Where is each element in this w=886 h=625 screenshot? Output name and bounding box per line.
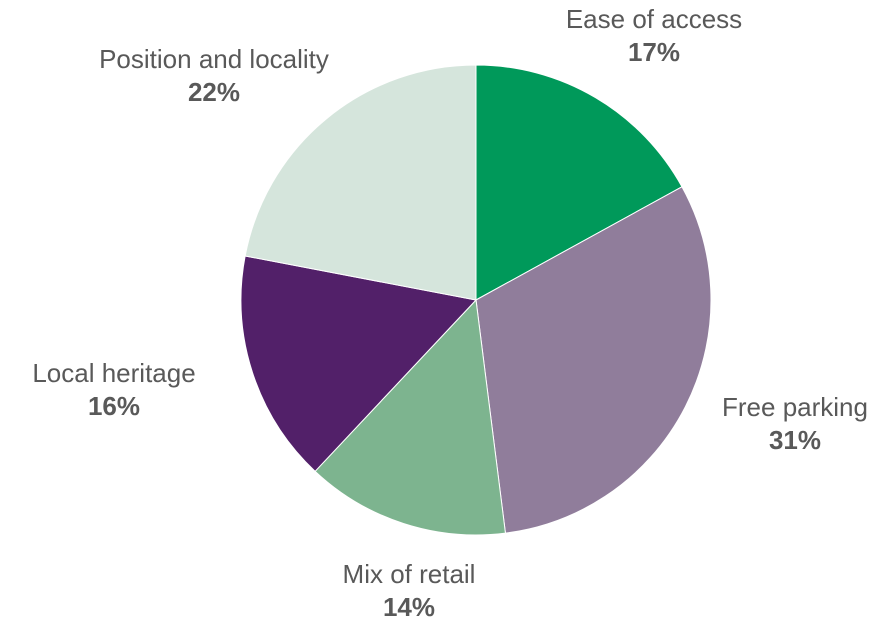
slice-label-free-parking: Free parking 31% [722,391,868,456]
slice-name: Mix of retail [342,559,476,589]
pie-slice-mix-of-retail [314,298,507,536]
pie-slice-ease-of-access [475,64,683,301]
pie-slice-position-and-locality [244,64,477,301]
slice-label-mix-of-retail: Mix of retail 14% [343,558,476,623]
slice-name: Position and locality [99,44,329,74]
slice-label-position-and-locality: Position and locality 22% [99,43,329,108]
pie-slice-local-heritage [240,255,477,473]
slice-percent: 16% [87,390,141,421]
slice-percent: 22% [187,76,241,107]
slice-name: Ease of access [565,4,743,34]
slice-percent: 14% [382,591,436,622]
slice-percent: 17% [627,36,681,67]
slice-label-local-heritage: Local heritage 16% [32,357,195,422]
slice-name: Local heritage [32,358,196,388]
slice-percent: 31% [768,424,822,455]
slice-label-ease-of-access: Ease of access 17% [566,3,742,68]
pie-slice-free-parking [475,186,712,534]
slice-name: Free parking [722,392,868,422]
